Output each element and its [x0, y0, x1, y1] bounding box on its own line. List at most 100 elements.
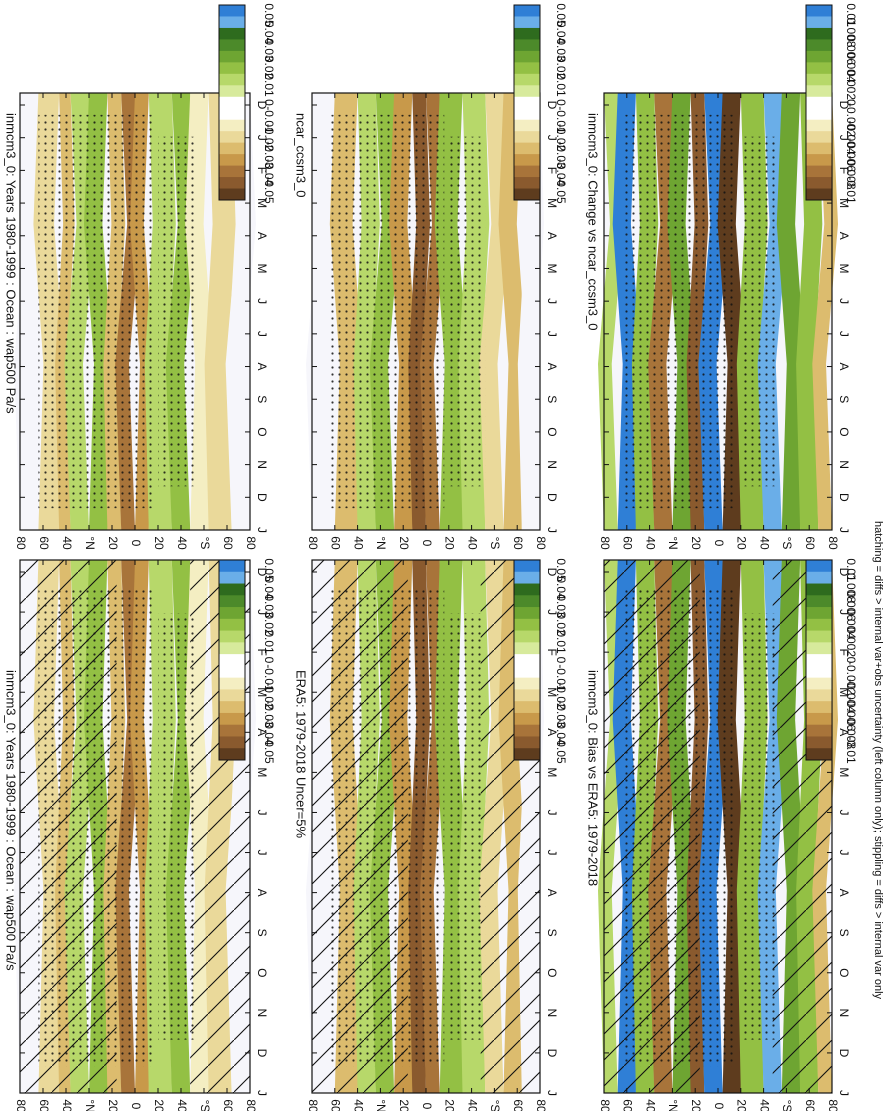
month-tick-label: D	[837, 568, 851, 577]
month-tick-label: N	[255, 1009, 269, 1018]
colorbar-swatch	[806, 724, 832, 737]
colorbar-label: -0.01	[844, 176, 858, 204]
colorbar-swatch	[514, 748, 540, 761]
stippling-region	[448, 613, 486, 1040]
colorbar-swatch	[514, 188, 540, 201]
colorbar-label: 0.05	[554, 558, 568, 582]
month-tick-label: A	[837, 728, 851, 736]
panel-p3: 80 60 40 °N 20 0 20 40 °S 60 80 D J F M A M J J A S O N D J ERA5:…	[294, 558, 568, 1113]
lat-tick-label: 20	[735, 536, 749, 550]
month-tick-label: J	[837, 135, 851, 141]
lat-tick-label: °S	[780, 1100, 794, 1111]
colorbar-label: 0.01	[262, 73, 276, 97]
colorbar-label: -0.008	[844, 155, 858, 189]
colorbar-label: 0.01	[844, 3, 858, 27]
lat-tick-label: 60	[621, 1099, 635, 1111]
lat-tick-label: °N	[83, 536, 97, 549]
month-tick-label: M	[545, 767, 559, 777]
contour-band	[796, 93, 823, 530]
month-tick-label: S	[837, 395, 851, 403]
colorbar-swatch	[806, 689, 832, 702]
month-tick-label: M	[837, 263, 851, 273]
colorbar-label: 0.01	[554, 73, 568, 97]
month-tick-label: N	[255, 460, 269, 469]
colorbar-swatch	[806, 27, 832, 40]
month-tick-label: M	[545, 198, 559, 208]
lat-tick-label: 60	[329, 536, 343, 550]
colorbar-swatch	[514, 618, 540, 632]
lat-tick-label: 0	[712, 1103, 726, 1110]
month-tick-label: J	[837, 298, 851, 304]
colorbar: 0.050.040.030.020.010-0.01-0.02-0.03-0.0…	[513, 3, 568, 204]
month-tick-label: A	[837, 363, 851, 371]
colorbar-swatch	[514, 50, 540, 63]
colorbar-swatch	[219, 142, 245, 155]
colorbar-label: 0.04	[554, 21, 568, 45]
contour-band	[517, 93, 544, 530]
lat-tick-label: °N	[374, 536, 388, 549]
colorbar-swatch	[514, 724, 540, 737]
colorbar-swatch	[806, 618, 832, 632]
colorbar-swatch	[514, 131, 540, 144]
lat-tick-label: 20	[689, 1099, 703, 1111]
lat-tick-label: 80	[534, 536, 548, 550]
lat-tick-label: 60	[511, 1099, 525, 1111]
colorbar-label: -0.002	[844, 661, 858, 695]
month-tick-label: J	[255, 135, 269, 141]
colorbar-swatch	[514, 142, 540, 155]
month-tick-label: A	[545, 232, 559, 240]
lat-tick-label: 20	[443, 1099, 457, 1111]
stippling-region	[740, 136, 778, 487]
colorbar: 0.050.040.030.020.010-0.01-0.02-0.03-0.0…	[513, 558, 568, 764]
month-tick-label: A	[545, 728, 559, 736]
lat-tick-label: 40	[351, 1099, 365, 1111]
month-tick-label: D	[545, 1049, 559, 1058]
lat-tick-label: 60	[621, 536, 635, 550]
colorbar-label: 0.03	[262, 38, 276, 62]
month-tick-label: J	[255, 809, 269, 815]
colorbar-label: -0.05	[554, 736, 568, 764]
lat-tick-label: 40	[465, 536, 479, 550]
colorbar-swatch	[806, 119, 832, 132]
panel-p4: 80 60 40 °N 20 0 20 40 °S 60 80 D J F M A M J J A S O N D Jncar_…	[294, 3, 568, 550]
colorbar-label: 0	[554, 657, 568, 664]
panel-title: ncar_ccsm3_0	[294, 113, 309, 198]
month-tick-label: D	[837, 101, 851, 110]
colorbar-swatch	[806, 583, 832, 596]
colorbar-label: 0	[844, 657, 858, 664]
month-tick-label: D	[255, 568, 269, 577]
colorbar-label: -0.03	[262, 141, 276, 169]
lat-tick-label: 0	[420, 540, 434, 547]
stippling-region	[740, 613, 778, 1040]
colorbar-swatch	[219, 607, 245, 620]
lat-tick-label: 80	[244, 1099, 258, 1111]
colorbar-frame	[218, 559, 246, 761]
colorbar-label: -0.004	[844, 120, 858, 154]
month-tick-label: J	[545, 609, 559, 615]
month-tick-label: J	[837, 331, 851, 337]
colorbar-label: -0.02	[554, 124, 568, 152]
colorbar-label: 0	[262, 657, 276, 664]
colorbar-label: 0.02	[554, 56, 568, 80]
month-tick-label: O	[837, 427, 851, 436]
lat-tick-label: 40	[643, 1099, 657, 1111]
colorbar-swatch	[806, 39, 832, 52]
colorbar-swatch	[514, 607, 540, 620]
colorbar-swatch	[806, 701, 832, 714]
colorbar-label: -0.01	[844, 736, 858, 764]
month-tick-label: S	[837, 929, 851, 937]
colorbar-label: -0.04	[554, 718, 568, 746]
month-tick-label: J	[837, 850, 851, 856]
colorbar-swatch	[219, 571, 245, 585]
month-tick-label: D	[255, 101, 269, 110]
colorbar-swatch	[514, 736, 540, 749]
colorbar-swatch	[806, 642, 832, 655]
colorbar-label: 0.04	[262, 576, 276, 600]
month-tick-label: J	[545, 331, 559, 337]
month-tick-label: O	[545, 427, 559, 436]
colorbar-swatch	[219, 62, 245, 75]
colorbar-swatch	[806, 85, 832, 98]
lat-tick-label: 40	[643, 536, 657, 550]
colorbar-swatch	[219, 618, 245, 632]
lat-tick-label: 60	[511, 536, 525, 550]
